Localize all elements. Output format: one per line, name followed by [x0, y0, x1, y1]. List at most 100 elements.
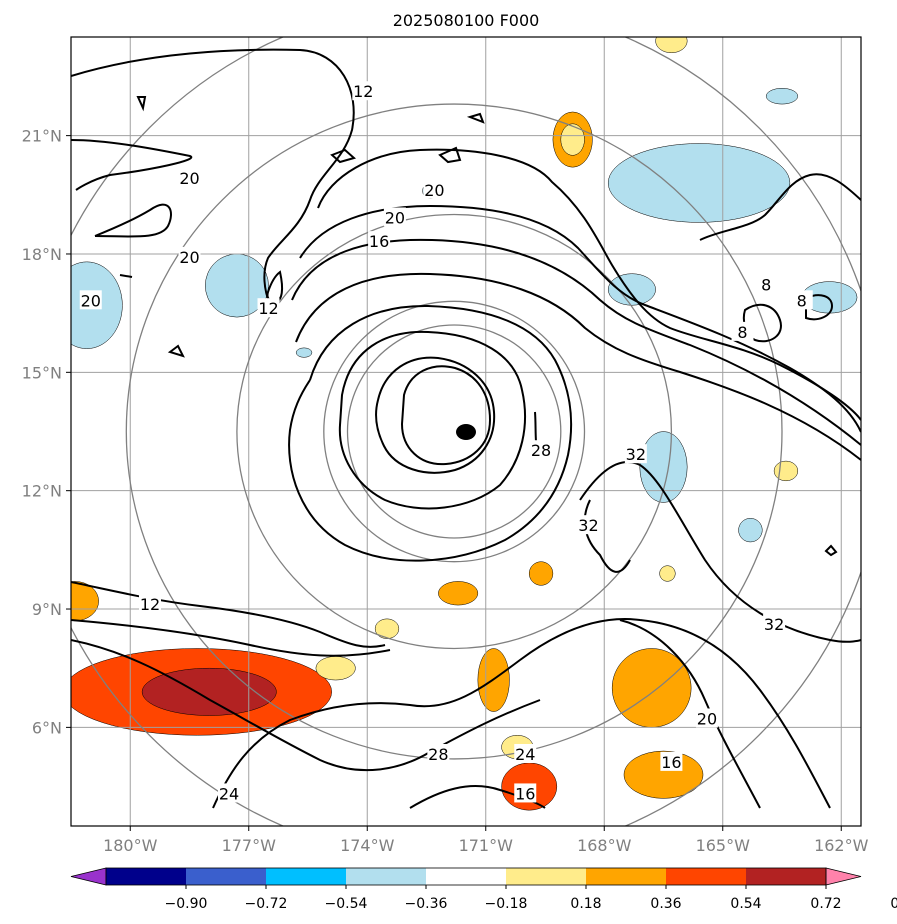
- colorbar-tick-label-4: −0.18: [485, 896, 528, 912]
- colorbar-segment-0: [106, 868, 186, 885]
- contour-line-ne: [699, 173, 861, 241]
- colorbar-segment-4: [426, 868, 506, 885]
- anomaly-patch-27: [765, 88, 799, 105]
- contour-line-small-3: [136, 96, 147, 112]
- x-tick-label-5: 165°W: [696, 836, 751, 855]
- anomaly-patch-25: [607, 273, 656, 306]
- y-tick-label-5: 21°N: [22, 127, 62, 146]
- contour-label-2: 20: [424, 181, 444, 200]
- colorbar-tick-label-0: −0.90: [165, 896, 208, 912]
- anomaly-patch-18: [607, 143, 791, 223]
- contour-label-20: 24: [219, 784, 239, 803]
- range-ring-3: [125, 103, 783, 760]
- anomaly-patch-30: [295, 347, 313, 358]
- contour-line-8-ne: [805, 294, 834, 321]
- contour-label-bg-0: [352, 81, 375, 101]
- anomaly-patch-14: [659, 565, 676, 582]
- contour-label-bg-4: [368, 231, 391, 251]
- contour-line-20-nw: [71, 139, 193, 191]
- contour-label-19: 24: [515, 745, 535, 764]
- colorbar-extend-low: [70, 867, 107, 886]
- contour-label-bg-20: [218, 783, 240, 803]
- colorbar-segment-1: [186, 868, 266, 885]
- contour-line-20-se: [619, 619, 761, 809]
- anomaly-patch-28: [738, 518, 763, 543]
- contour-line-16-w: [71, 619, 391, 657]
- contour-label-14: 12: [140, 595, 160, 614]
- contour-label-bg-2: [423, 179, 446, 199]
- colorbar-outline: [105, 867, 827, 886]
- range-ring-2: [236, 213, 673, 650]
- anomaly-patch-16: [655, 37, 688, 54]
- x-tick-label-4: 168°W: [577, 836, 632, 855]
- contour-line-24-south: [212, 618, 831, 809]
- contour-line-small-6: [466, 112, 485, 124]
- colorbar-tick-label-9: 0.90: [890, 896, 897, 912]
- colorbar: −0.90 −0.72 −0.54 −0.36 −0.18 0.18 0.36 0.54 0.7…: [70, 867, 897, 912]
- contour-label-3: 20: [385, 208, 405, 227]
- colorbar-tick-label-7: 0.54: [730, 896, 761, 912]
- contour-label-9: 8: [797, 291, 807, 310]
- x-axis-ticks: 180°W 177°W 174°W 171°W 168°W 165°W 162°W: [103, 826, 869, 855]
- contour-line-small-4: [330, 148, 357, 164]
- x-tick-label-6: 162°W: [814, 836, 869, 855]
- contour-label-bg-19: [514, 743, 537, 763]
- contour-label-8: 8: [761, 276, 771, 295]
- contour-label-11: 28: [531, 441, 551, 460]
- contour-label-bg-21: [514, 783, 537, 803]
- contour-label-bg-10: [731, 321, 754, 341]
- colorbar-tick-label-1: −0.72: [245, 896, 288, 912]
- contour-line-small-8: [824, 544, 838, 557]
- range-rings: [71, 37, 861, 826]
- contour-label-bg-18: [427, 743, 450, 763]
- contour-line-32-east: [579, 460, 861, 643]
- colorbar-tick-label-2: −0.54: [325, 896, 368, 912]
- contour-label-bg-14: [139, 594, 161, 614]
- contour-label-bg-6: [257, 298, 280, 318]
- contour-line-small-7: [167, 344, 185, 358]
- chart-title: 2025080100 F000: [393, 11, 540, 30]
- contour-line-ring-6: [338, 330, 527, 510]
- anomaly-shading: [71, 37, 858, 811]
- y-tick-label-0: 6°N: [32, 718, 62, 737]
- contour-label-17: 16: [661, 753, 681, 772]
- anomaly-patch-10: [611, 648, 692, 728]
- contour-label-1: 20: [179, 169, 199, 188]
- y-tick-label-1: 9°N: [32, 600, 62, 619]
- storm-center-marker: [456, 424, 476, 440]
- contour-line-small-9: [119, 274, 133, 278]
- y-tick-label-2: 12°N: [22, 482, 62, 501]
- colorbar-segment-2: [266, 868, 346, 885]
- contour-label-bg-17: [660, 751, 683, 771]
- contour-label-10: 8: [737, 323, 747, 342]
- contour-line-ring-4: [295, 272, 861, 461]
- anomaly-patch-4: [374, 618, 400, 639]
- contour-label-bg-16: [695, 708, 718, 728]
- contour-label-bg-8: [755, 274, 778, 294]
- contour-line-12-w: [71, 581, 386, 648]
- contour-label-16: 20: [697, 709, 717, 728]
- contour-line-ring-5: [288, 304, 573, 562]
- anomaly-patch-9: [528, 561, 554, 586]
- colorbar-segment-3: [346, 868, 426, 885]
- contour-line-16-south: [409, 785, 546, 809]
- contour-label-0: 12: [353, 82, 373, 101]
- colorbar-segment-8: [746, 868, 826, 885]
- anomaly-patch-24: [639, 431, 688, 503]
- contour-label-12: 32: [626, 445, 646, 464]
- contour-line-ring-1: [317, 148, 861, 421]
- contour-label-21: 16: [515, 784, 535, 803]
- contour-label-7: 20: [81, 291, 101, 310]
- colorbar-segment-6: [586, 868, 666, 885]
- anomaly-patch-13: [560, 123, 585, 156]
- contour-label-bg-13: [577, 515, 600, 535]
- range-ring-0: [346, 324, 562, 539]
- contour-line-28-south: [71, 639, 541, 772]
- x-tick-label-0: 180°W: [103, 836, 158, 855]
- contour-line-ring-7: [375, 356, 496, 474]
- colorbar-segment-7: [666, 868, 746, 885]
- contour-label-bg-15: [763, 613, 786, 633]
- y-tick-label-4: 18°N: [22, 245, 62, 264]
- contour-label-bg-3: [383, 207, 406, 227]
